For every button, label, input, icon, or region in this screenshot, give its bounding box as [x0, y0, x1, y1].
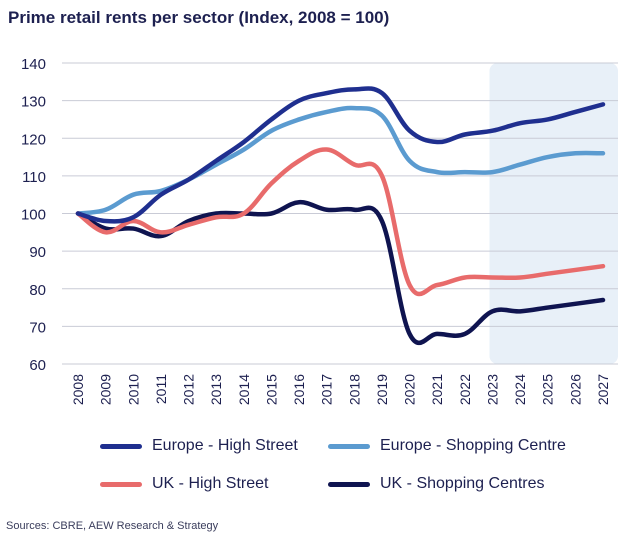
legend-label: Europe - Shopping Centre: [380, 437, 566, 454]
x-tick-label: 2020: [402, 374, 418, 405]
x-tick-label: 2012: [181, 374, 197, 405]
x-tick-label: 2009: [98, 374, 114, 405]
x-tick-label: 2023: [484, 374, 500, 405]
legend-item-uk-shopping-centres: UK - Shopping Centres: [328, 472, 578, 496]
x-tick-label: 2013: [208, 374, 224, 405]
x-tick-label: 2017: [319, 374, 335, 405]
legend-label: UK - Shopping Centres: [380, 475, 545, 492]
x-tick-label: 2014: [236, 374, 252, 405]
y-tick-label: 130: [21, 94, 46, 111]
x-tick-label: 2008: [70, 374, 86, 405]
x-tick-label: 2027: [595, 374, 611, 405]
y-tick-label: 60: [29, 357, 46, 374]
series-line-europe-high-street: [75, 86, 606, 224]
x-tick-label: 2018: [346, 374, 362, 405]
x-tick-label: 2022: [457, 374, 473, 405]
legend-swatch: [328, 481, 370, 487]
legend-label: Europe - High Street: [152, 437, 298, 454]
x-tick-label: 2016: [291, 374, 307, 405]
x-tick-label: 2021: [429, 374, 445, 405]
source-note: Sources: CBRE, AEW Research & Strategy: [6, 520, 219, 532]
legend-item-uk-high-street: UK - High Street: [100, 472, 328, 496]
y-tick-label: 80: [29, 282, 46, 299]
x-tick-label: 2024: [512, 374, 528, 405]
y-tick-label: 120: [21, 131, 46, 148]
y-tick-label: 70: [29, 319, 46, 336]
legend-swatch: [328, 443, 370, 449]
y-tick-label: 140: [21, 56, 46, 73]
series-line-europe-shopping-centre: [75, 105, 606, 216]
x-tick-label: 2019: [374, 374, 390, 405]
legend-label: UK - High Street: [152, 475, 269, 492]
x-tick-label: 2010: [125, 374, 141, 405]
series-line-uk-high-street: [75, 147, 606, 297]
x-tick-label: 2025: [540, 374, 556, 405]
y-tick-label: 110: [22, 169, 46, 186]
legend-swatch: [100, 481, 142, 487]
series-line-uk-shopping-centres: [75, 199, 606, 346]
legend-item-europe-shopping-centre: Europe - Shopping Centre: [328, 434, 578, 458]
legend-swatch: [100, 443, 142, 449]
x-tick-label: 2015: [263, 374, 279, 405]
chart-legend: Europe - High Street Europe - Shopping Ce…: [100, 434, 620, 496]
x-tick-label: 2011: [153, 374, 169, 404]
chart-title: Prime retail rents per sector (Index, 20…: [8, 8, 390, 27]
x-tick-label: 2026: [567, 374, 583, 405]
line-chart: 60 70 80 90 100 110 120 130 140 2008 2009 2010 2011…: [21, 56, 618, 405]
y-tick-label: 90: [29, 244, 46, 261]
legend-item-europe-high-street: Europe - High Street: [100, 434, 328, 458]
y-tick-label: 100: [21, 207, 46, 224]
